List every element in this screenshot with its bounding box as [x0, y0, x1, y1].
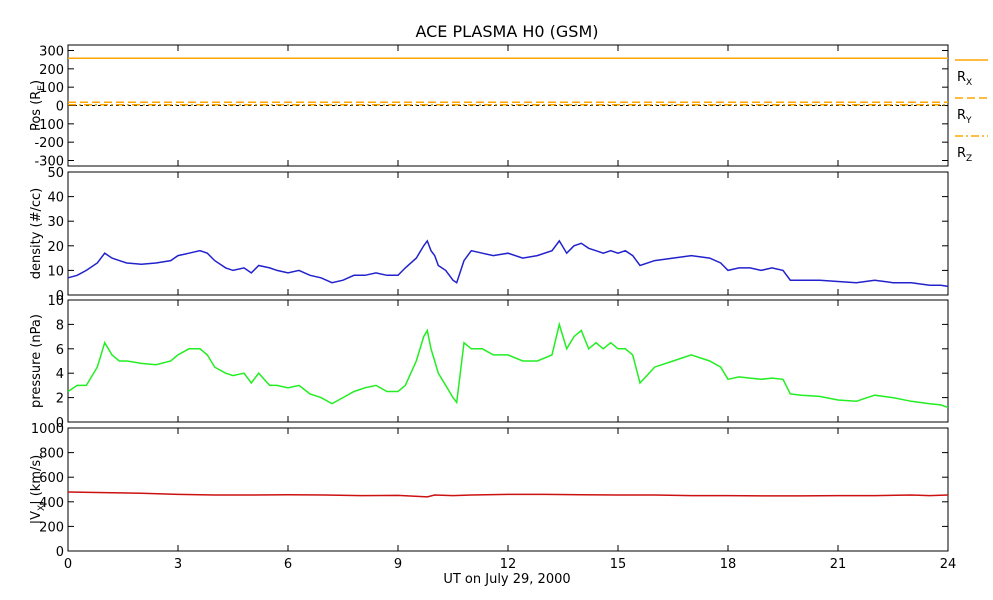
y-tick-label: 6	[56, 343, 64, 358]
y-tick-label: 200	[39, 63, 64, 78]
legend-label-rz: RZ	[957, 146, 972, 164]
y-axis-label-part: | (km/s)	[29, 455, 44, 505]
y-axis-label-density: density (#/cc)	[29, 188, 44, 280]
y-tick-label: 100	[39, 81, 64, 96]
y-tick-label: 8	[56, 318, 64, 333]
series-line-density	[67, 239, 949, 288]
plot-frame-vx	[67, 427, 949, 552]
y-tick-label: 1000	[31, 422, 64, 437]
legend-label-ry: RY	[957, 108, 972, 126]
chart-title: ACE PLASMA H0 (GSM)	[415, 22, 598, 41]
legend-label-subscript: Y	[965, 116, 972, 126]
series-line-pressure	[67, 321, 949, 409]
y-tick-label: 20	[47, 240, 64, 255]
y-tick-label: 600	[39, 471, 64, 486]
y-axis-label-part: Pos (R	[29, 91, 44, 131]
panel-position: 300 200 100 0 -100 -200 -300 Pos (RE)	[29, 44, 949, 170]
x-tick-label: 18	[720, 557, 737, 572]
panel-density: 50 40 30 20 10 0 density (#/cc)	[29, 166, 949, 304]
y-tick-label: 10	[47, 294, 64, 309]
y-tick-label: 50	[47, 166, 64, 181]
y-tick-label: 300	[39, 45, 64, 60]
legend-label-base: R	[957, 70, 966, 85]
y-axis-label-part: )	[29, 80, 44, 85]
y-axis-label-pressure: pressure (nPa)	[29, 314, 44, 408]
y-axis-label-subscript: E	[37, 85, 47, 91]
y-axis-label-part: |V	[29, 511, 44, 524]
x-tick-label: 6	[284, 557, 292, 572]
panel-vx: 1000 800 600 400 200 00 3 6 9 12 15 18 21 24 |VX| (km/…	[29, 422, 956, 572]
legend-label-base: R	[957, 108, 966, 123]
y-tick-label: 30	[47, 215, 64, 230]
plot-frame-pressure	[67, 299, 949, 423]
panel-pressure: 10 8 6 4 2 0 pressure (nPa)	[29, 294, 949, 431]
x-tick-label: 0	[64, 557, 72, 572]
x-axis-label: UT on July 29, 2000	[443, 572, 570, 587]
y-tick-label: 0	[56, 289, 64, 304]
y-tick-label: 0	[56, 545, 64, 560]
y-tick-label: 800	[39, 447, 64, 462]
y-axis-label-subscript: X	[37, 505, 47, 511]
y-tick-label: 400	[39, 496, 64, 511]
y-tick-label: -300	[34, 155, 64, 170]
x-tick-label: 21	[830, 557, 847, 572]
legend-label-rx: RX	[957, 70, 972, 88]
y-tick-label: 4	[56, 367, 64, 382]
y-tick-label: 10	[47, 264, 64, 279]
x-tick-label: 15	[610, 557, 627, 572]
y-tick-label: 40	[47, 191, 64, 206]
y-tick-label: 200	[39, 520, 64, 535]
y-tick-label: 0	[56, 100, 64, 115]
x-tick-label: 24	[940, 557, 957, 572]
legend-label-subscript: Z	[966, 154, 972, 164]
y-axis-label-vx: |VX| (km/s)	[29, 455, 47, 524]
x-tick-label: 3	[174, 557, 182, 572]
y-tick-label: -100	[34, 118, 64, 133]
x-tick-label: 9	[394, 557, 402, 572]
y-tick-label: 2	[56, 392, 64, 407]
y-tick-label: 0	[56, 416, 64, 431]
series-line-vx	[67, 491, 949, 498]
legend-label-subscript: X	[966, 78, 972, 88]
x-tick-label: 12	[500, 557, 517, 572]
y-axis-label-position: Pos (RE)	[29, 80, 47, 131]
legend-label-base: R	[957, 146, 966, 161]
plot-frame-density	[67, 171, 949, 296]
y-tick-label: -200	[34, 136, 64, 151]
